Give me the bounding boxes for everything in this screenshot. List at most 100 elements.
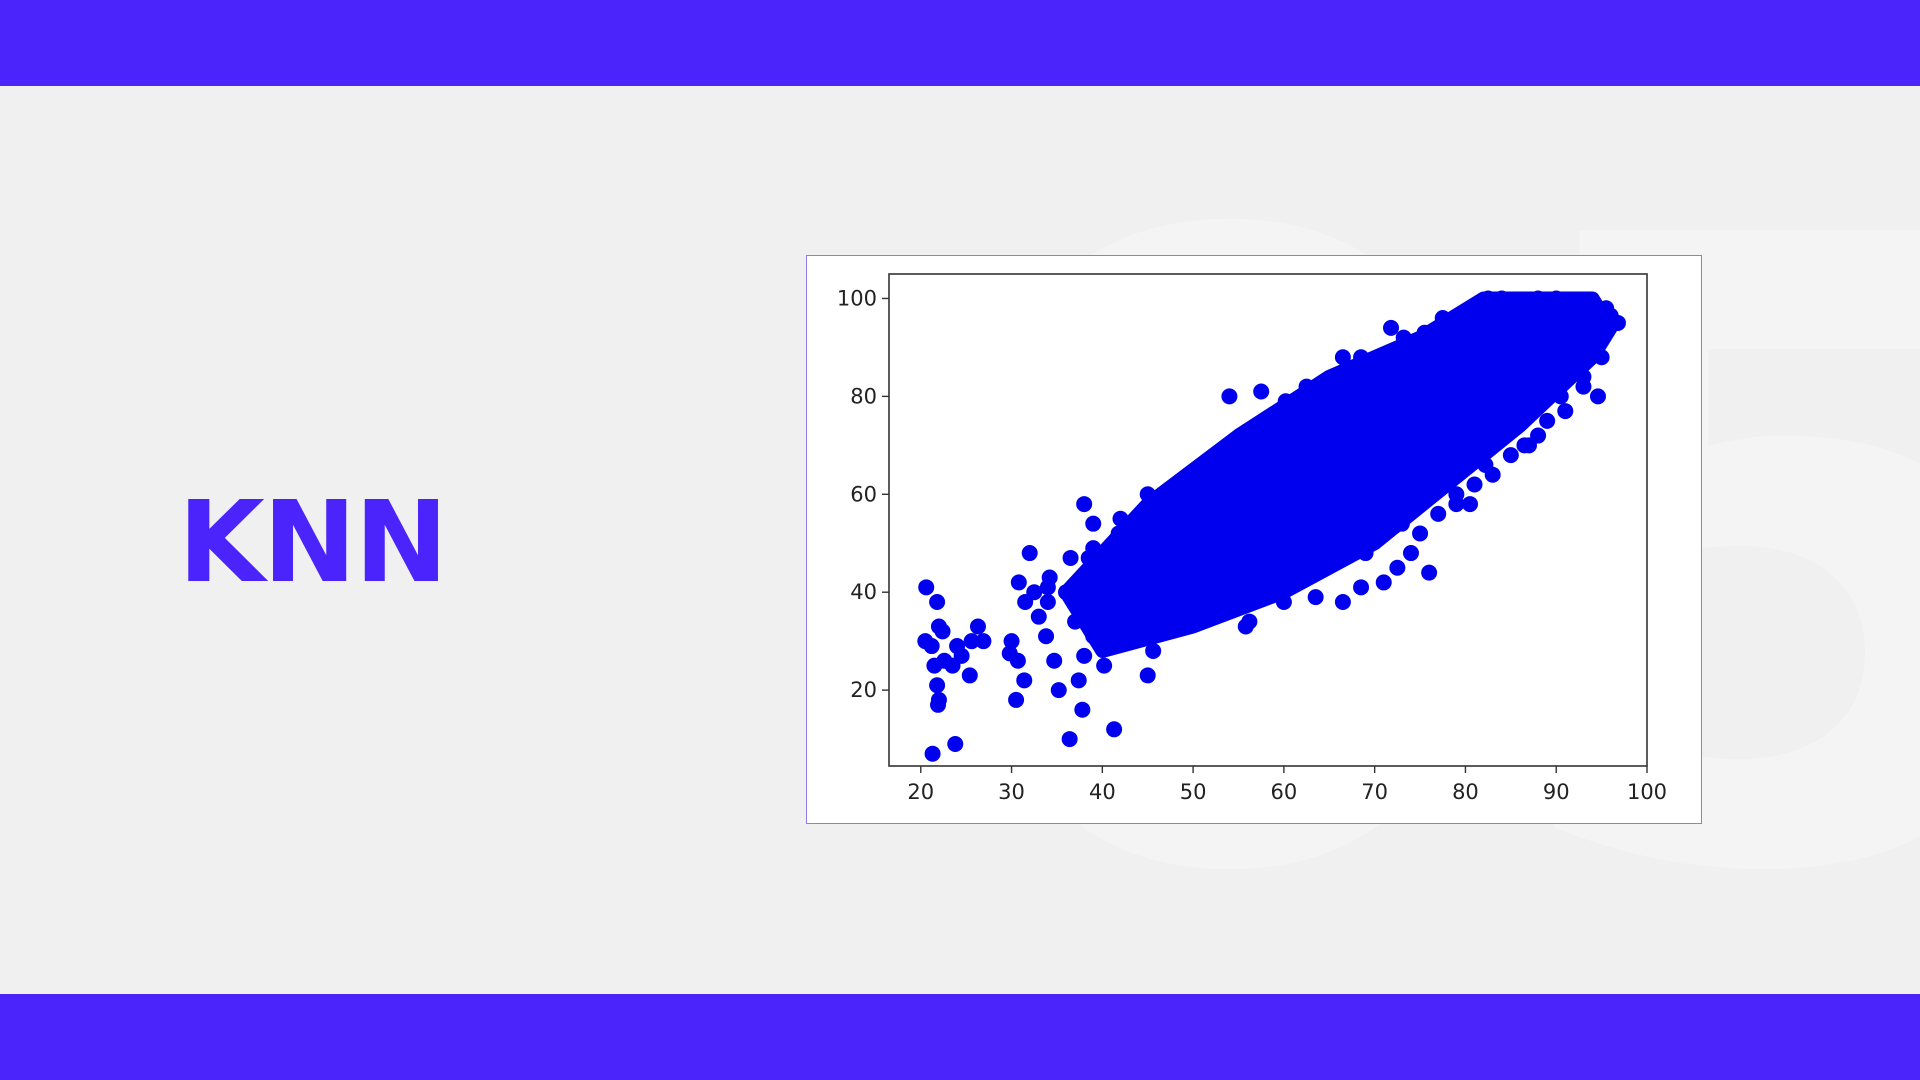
- data-point: [1038, 628, 1055, 645]
- data-point: [1520, 344, 1537, 361]
- data-point: [1294, 407, 1311, 424]
- data-point: [1461, 496, 1478, 513]
- data-point: [1393, 422, 1410, 439]
- data-point: [1148, 510, 1165, 527]
- data-point: [1448, 334, 1465, 351]
- data-point: [1402, 437, 1419, 454]
- data-point: [1561, 363, 1578, 380]
- data-point: [1466, 383, 1483, 400]
- data-point: [1366, 456, 1383, 473]
- y-axis: 20 40 60 80 100: [837, 286, 889, 702]
- data-point: [1062, 549, 1079, 566]
- data-point: [1484, 466, 1501, 483]
- data-point: [1212, 574, 1229, 591]
- data-point: [1266, 559, 1283, 576]
- data-point: [1221, 456, 1238, 473]
- data-point: [1366, 407, 1383, 424]
- data-point: [1539, 412, 1556, 429]
- data-point: [1303, 545, 1320, 562]
- data-point: [1357, 442, 1374, 459]
- data-point: [1491, 334, 1508, 351]
- data-point: [1277, 393, 1294, 410]
- data-point: [1557, 403, 1574, 420]
- data-point: [1076, 647, 1093, 664]
- data-point: [1439, 368, 1456, 385]
- data-point: [1548, 359, 1565, 376]
- data-point: [1145, 642, 1162, 659]
- data-point: [1176, 594, 1193, 610]
- data-point: [1566, 295, 1583, 312]
- data-point: [1230, 500, 1247, 517]
- data-point: [1257, 432, 1274, 449]
- data-point: [1130, 584, 1147, 601]
- data-point: [1402, 388, 1419, 405]
- data-point: [1067, 613, 1084, 630]
- data-point: [1058, 584, 1075, 601]
- data-point: [1185, 554, 1202, 571]
- data-point: [1366, 368, 1383, 385]
- data-point: [1484, 363, 1501, 380]
- data-point: [1026, 584, 1043, 601]
- data-point: [1221, 388, 1238, 405]
- x-tick-label: 20: [907, 780, 934, 804]
- data-point: [1321, 535, 1338, 552]
- x-tick-label: 30: [998, 780, 1025, 804]
- data-point: [1575, 324, 1592, 341]
- data-point: [1016, 672, 1033, 689]
- data-point: [1434, 310, 1451, 327]
- data-point: [1353, 349, 1370, 366]
- data-point: [1061, 731, 1078, 748]
- data-point: [1383, 319, 1400, 336]
- data-point: [1402, 545, 1419, 562]
- data-point: [1312, 486, 1329, 503]
- data-point: [1212, 520, 1229, 537]
- x-tick-label: 40: [1089, 780, 1116, 804]
- data-point: [1330, 476, 1347, 493]
- data-point: [1502, 447, 1519, 464]
- data-point: [1130, 525, 1147, 542]
- data-point: [1139, 618, 1156, 635]
- data-point: [1103, 618, 1120, 635]
- data-point: [961, 667, 978, 684]
- data-point: [1475, 329, 1492, 346]
- y-tick-label: 100: [837, 286, 877, 310]
- data-point: [1339, 442, 1356, 459]
- data-point: [1566, 349, 1583, 366]
- data-point: [1330, 427, 1347, 444]
- data-point: [1121, 559, 1138, 576]
- data-point: [1452, 310, 1469, 327]
- data-point: [1416, 324, 1433, 341]
- data-point: [1148, 491, 1165, 508]
- data-point: [1085, 628, 1102, 645]
- data-point: [1384, 447, 1401, 464]
- scatter-chart: 20 30 40 50 60 70 80 90 100 20 40 60 80 100: [837, 273, 1667, 804]
- data-point: [1275, 594, 1292, 610]
- data-point: [1548, 290, 1565, 307]
- data-point: [1393, 344, 1410, 361]
- data-point: [1239, 442, 1256, 459]
- data-point: [1514, 314, 1531, 331]
- data-point: [1021, 545, 1038, 562]
- data-point: [1321, 461, 1338, 478]
- y-tick-label: 20: [850, 678, 877, 702]
- data-point: [1353, 579, 1370, 596]
- slide-title: KNN: [178, 478, 448, 608]
- plot-area-border: [888, 273, 1648, 767]
- data-point: [1070, 672, 1087, 689]
- data-point: [1176, 540, 1193, 557]
- data-point: [1103, 579, 1120, 596]
- data-point: [1502, 417, 1519, 434]
- data-point: [1275, 505, 1292, 522]
- data-point: [1511, 378, 1528, 395]
- data-point: [934, 623, 951, 640]
- data-point: [1357, 545, 1374, 562]
- data-point: [1257, 466, 1274, 483]
- data-point: [1348, 383, 1365, 400]
- data-point: [1502, 363, 1519, 380]
- data-point: [1511, 329, 1528, 346]
- data-point: [1593, 349, 1610, 366]
- data-point: [1584, 310, 1601, 327]
- data-point: [947, 735, 964, 752]
- data-point: [1375, 422, 1392, 439]
- data-point: [1207, 452, 1224, 469]
